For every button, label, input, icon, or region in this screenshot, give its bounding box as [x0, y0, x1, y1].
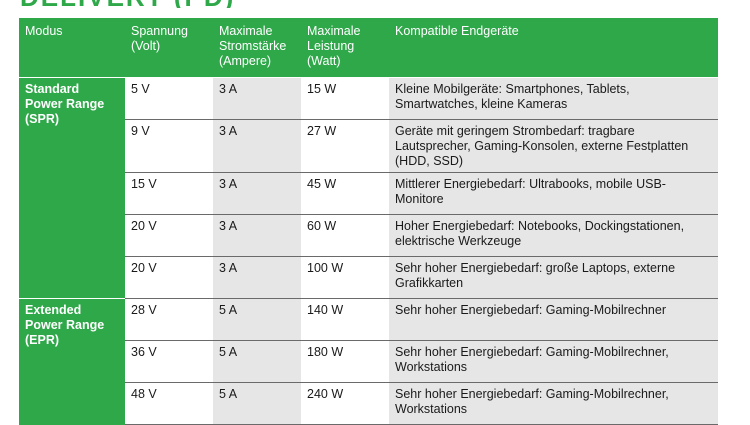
- cell-devices: Hoher Energiebedarf: Notebooks, Dockings…: [389, 214, 718, 257]
- cell-amp: 3 A: [213, 172, 301, 215]
- cell-devices: Geräte mit geringem Strombedarf: tragbar…: [389, 119, 718, 173]
- cell-volt: 48 V: [125, 382, 213, 425]
- table-row: Standard Power Range (SPR) 5 V 3 A 15 W …: [19, 77, 718, 299]
- header-modus: Modus: [19, 18, 125, 78]
- cell-volt: 20 V: [125, 214, 213, 257]
- cell-devices: Sehr hoher Energiebedarf: Gaming-Mobilre…: [389, 298, 718, 341]
- cell-volt: 20 V: [125, 256, 213, 299]
- cell-watt: 100 W: [301, 256, 389, 299]
- mode-spr: Standard Power Range (SPR): [19, 77, 125, 299]
- cell-watt: 15 W: [301, 77, 389, 120]
- cell-volt: 9 V: [125, 119, 213, 173]
- cell-devices: Kleine Mobilgeräte: Smartphones, Tablets…: [389, 77, 718, 120]
- cell-watt: 140 W: [301, 298, 389, 341]
- table-row: 15 V 3 A 45 W Mittlerer Energiebedarf: U…: [19, 172, 718, 215]
- cell-devices: Sehr hoher Energiebedarf: Gaming-Mobilre…: [389, 340, 718, 383]
- cell-amp: 3 A: [213, 77, 301, 120]
- cell-volt: 36 V: [125, 340, 213, 383]
- table-row: 48 V 5 A 240 W Sehr hoher Energiebedarf:…: [19, 382, 718, 425]
- power-delivery-table: Modus Spannung (Volt) Maximale Stromstär…: [19, 18, 718, 425]
- header-strom: Maximale Stromstärke (Ampere): [213, 18, 301, 78]
- mode-epr: Extended Power Range (EPR): [19, 298, 125, 425]
- header-spannung: Spannung (Volt): [125, 18, 213, 78]
- header-geraete: Kompatible Endgeräte: [389, 18, 718, 78]
- cell-amp: 5 A: [213, 382, 301, 425]
- table-row: 20 V 3 A 60 W Hoher Energiebedarf: Noteb…: [19, 214, 718, 257]
- cell-amp: 5 A: [213, 340, 301, 383]
- table-row: 9 V 3 A 27 W Geräte mit geringem Strombe…: [19, 119, 718, 173]
- page-title: DELIVERY (PD): [0, 0, 750, 8]
- table-row: 20 V 3 A 100 W Sehr hoher Energiebedarf:…: [19, 256, 718, 299]
- cell-watt: 45 W: [301, 172, 389, 215]
- cell-volt: 5 V: [125, 77, 213, 120]
- cell-volt: 15 V: [125, 172, 213, 215]
- cell-amp: 5 A: [213, 298, 301, 341]
- cell-watt: 180 W: [301, 340, 389, 383]
- cell-volt: 28 V: [125, 298, 213, 341]
- header-leistung: Maximale Leistung (Watt): [301, 18, 389, 78]
- cell-devices: Sehr hoher Energiebedarf: Gaming-Mobilre…: [389, 382, 718, 425]
- cell-watt: 60 W: [301, 214, 389, 257]
- table-row: Extended Power Range (EPR) 28 V 5 A 140 …: [19, 298, 718, 425]
- cell-watt: 27 W: [301, 119, 389, 173]
- cell-devices: Sehr hoher Energiebedarf: große Laptops,…: [389, 256, 718, 299]
- cell-amp: 3 A: [213, 119, 301, 173]
- table-row: 36 V 5 A 180 W Sehr hoher Energiebedarf:…: [19, 340, 718, 383]
- table-header-row: Modus Spannung (Volt) Maximale Stromstär…: [19, 18, 718, 78]
- cell-devices: Mittlerer Energiebedarf: Ultrabooks, mob…: [389, 172, 718, 215]
- cell-watt: 240 W: [301, 382, 389, 425]
- cell-amp: 3 A: [213, 214, 301, 257]
- cell-amp: 3 A: [213, 256, 301, 299]
